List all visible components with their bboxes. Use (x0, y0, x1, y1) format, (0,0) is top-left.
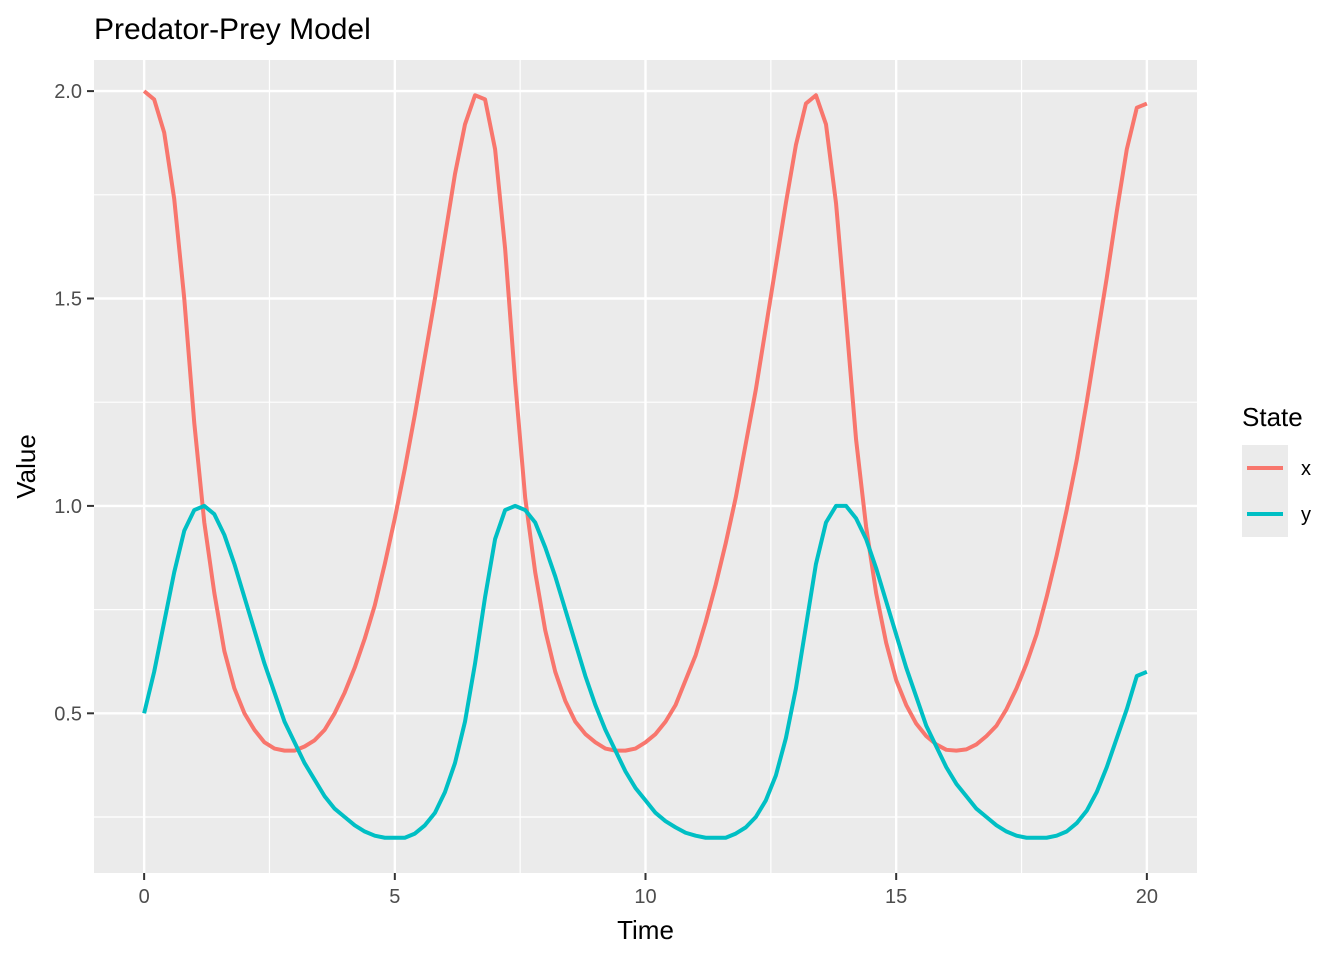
x-tick-label: 5 (389, 886, 400, 908)
legend: State x y (1242, 402, 1311, 537)
y-axis: 0.5 1.0 1.5 2.0 (54, 81, 94, 725)
grid-lines (94, 60, 1197, 873)
x-tick-label: 0 (139, 886, 150, 908)
x-tick-label: 10 (634, 886, 656, 908)
x-tick-label: 15 (885, 886, 907, 908)
y-tick-label: 2.0 (54, 81, 82, 103)
y-axis-title: Value (11, 434, 41, 499)
x-axis: 0 5 10 15 20 (139, 873, 1158, 908)
series-line-y (142, 503, 1148, 840)
legend-label-y: y (1301, 504, 1311, 526)
chart-title: Predator-Prey Model (94, 13, 371, 46)
series-lines (142, 89, 1148, 840)
series-line-x (142, 89, 1148, 753)
legend-title: State (1242, 402, 1303, 432)
y-tick-label: 0.5 (54, 703, 82, 725)
legend-label-x: x (1301, 458, 1311, 480)
y-tick-label: 1.0 (54, 496, 82, 518)
x-tick-label: 20 (1136, 886, 1158, 908)
y-tick-label: 1.5 (54, 289, 82, 311)
x-axis-title: Time (617, 915, 674, 945)
